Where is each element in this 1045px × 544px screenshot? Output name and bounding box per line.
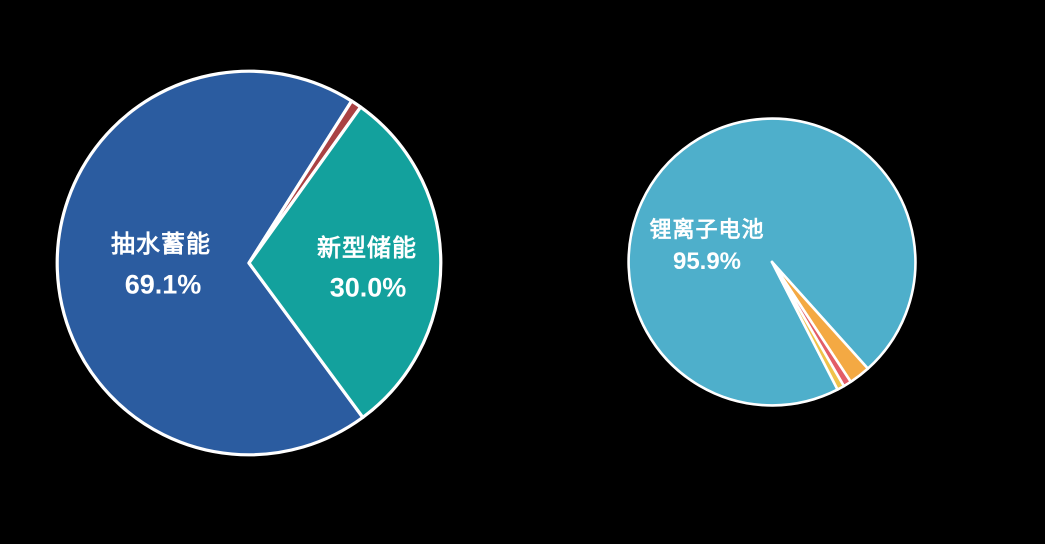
pie-chart-total-storage-svg (55, 69, 443, 457)
pie-slice-新型储能 (247, 105, 443, 419)
slice-label-new-type-storage: 新型储能 (317, 235, 417, 262)
slice-value-pumped-hydro: 69.1% (124, 269, 202, 300)
pie-slice-unlabeled-3 (770, 260, 846, 391)
pie-chart-new-type-storage-mix-svg (627, 117, 917, 407)
pie-chart-total-storage: 抽水蓄能 69.1% 新型储能 30.0% (54, 68, 444, 458)
slice-value-lithium-ion: 95.9% (672, 248, 742, 275)
slice-label-lithium-ion: 锂离子电池 (649, 217, 765, 242)
pie-chart-new-type-storage-mix: 锂离子电池 95.9% (626, 116, 918, 408)
slice-label-pumped-hydro: 抽水蓄能 (111, 231, 211, 258)
pie-slice-抽水蓄能 (55, 69, 365, 457)
slice-value-new-type-storage: 30.0% (329, 272, 407, 303)
